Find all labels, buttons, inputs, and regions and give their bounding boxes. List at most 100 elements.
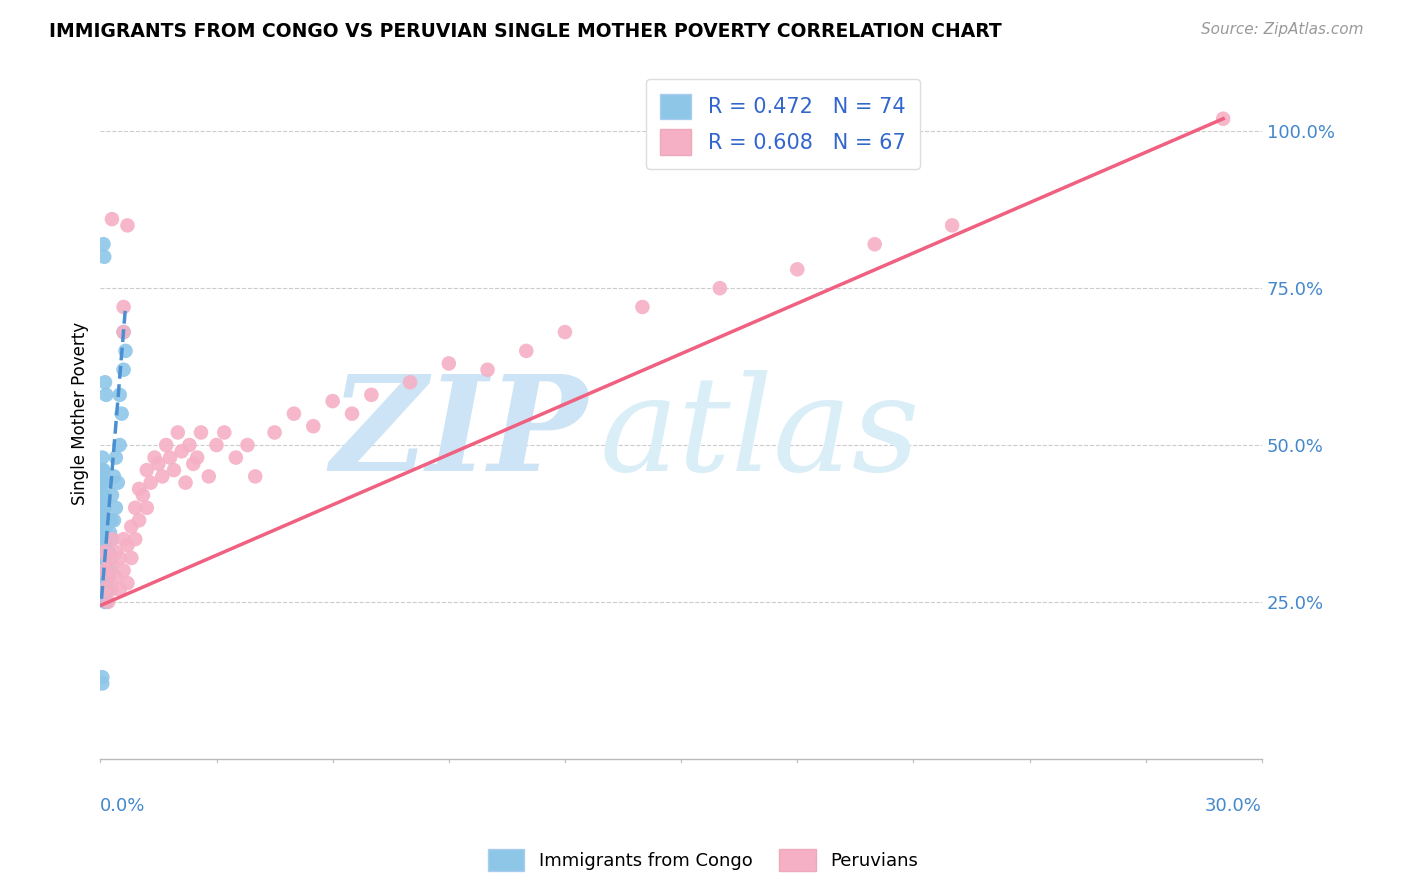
Point bbox=[91, 538, 114, 552]
Point bbox=[93, 538, 115, 552]
Point bbox=[554, 325, 576, 339]
Point bbox=[283, 407, 305, 421]
Point bbox=[148, 457, 170, 471]
Text: Source: ZipAtlas.com: Source: ZipAtlas.com bbox=[1201, 22, 1364, 37]
Point bbox=[97, 545, 120, 559]
Point bbox=[94, 532, 117, 546]
Text: IMMIGRANTS FROM CONGO VS PERUVIAN SINGLE MOTHER POVERTY CORRELATION CHART: IMMIGRANTS FROM CONGO VS PERUVIAN SINGLE… bbox=[49, 22, 1002, 41]
Text: 0.0%: 0.0% bbox=[100, 797, 146, 814]
Point bbox=[94, 519, 117, 533]
Point bbox=[93, 545, 115, 559]
Point bbox=[93, 576, 115, 591]
Point bbox=[93, 582, 115, 597]
Point bbox=[941, 219, 963, 233]
Legend: R = 0.472   N = 74, R = 0.608   N = 67: R = 0.472 N = 74, R = 0.608 N = 67 bbox=[645, 78, 921, 169]
Point bbox=[225, 450, 247, 465]
Point bbox=[112, 325, 135, 339]
Point bbox=[179, 438, 201, 452]
Point bbox=[96, 532, 118, 546]
Point bbox=[91, 463, 114, 477]
Point bbox=[143, 450, 166, 465]
Point bbox=[101, 558, 124, 572]
Point bbox=[101, 212, 124, 227]
Point bbox=[112, 532, 135, 546]
Point bbox=[108, 551, 131, 566]
Point bbox=[93, 525, 115, 540]
Point bbox=[108, 438, 131, 452]
Point bbox=[93, 513, 115, 527]
Point bbox=[174, 475, 197, 490]
Text: 30.0%: 30.0% bbox=[1205, 797, 1263, 814]
Point bbox=[100, 513, 122, 527]
Point bbox=[91, 488, 114, 502]
Point bbox=[103, 513, 125, 527]
Point bbox=[101, 488, 124, 502]
Point bbox=[477, 362, 499, 376]
Point bbox=[93, 237, 115, 252]
Point bbox=[104, 500, 127, 515]
Point bbox=[93, 463, 115, 477]
Point bbox=[166, 425, 188, 440]
Point bbox=[205, 438, 228, 452]
Point bbox=[709, 281, 731, 295]
Point bbox=[360, 388, 382, 402]
Point bbox=[139, 475, 162, 490]
Point bbox=[117, 576, 139, 591]
Point bbox=[93, 488, 115, 502]
Point bbox=[322, 394, 344, 409]
Text: atlas: atlas bbox=[600, 370, 921, 499]
Point bbox=[128, 513, 150, 527]
Point bbox=[117, 219, 139, 233]
Point bbox=[97, 570, 120, 584]
Point bbox=[181, 457, 204, 471]
Point bbox=[96, 388, 118, 402]
Point bbox=[114, 343, 136, 358]
Point bbox=[97, 551, 120, 566]
Point bbox=[91, 450, 114, 465]
Point bbox=[399, 376, 422, 390]
Point bbox=[100, 551, 122, 566]
Point bbox=[97, 551, 120, 566]
Point bbox=[94, 582, 117, 597]
Point bbox=[631, 300, 654, 314]
Point bbox=[91, 676, 114, 690]
Point bbox=[98, 525, 121, 540]
Point bbox=[96, 551, 118, 566]
Point bbox=[91, 564, 114, 578]
Point bbox=[93, 488, 115, 502]
Point bbox=[93, 500, 115, 515]
Point bbox=[190, 425, 212, 440]
Point bbox=[93, 538, 115, 552]
Point bbox=[101, 532, 124, 546]
Point bbox=[112, 300, 135, 314]
Point bbox=[437, 356, 460, 370]
Point bbox=[159, 450, 181, 465]
Point bbox=[155, 438, 177, 452]
Point bbox=[96, 564, 118, 578]
Point bbox=[124, 500, 146, 515]
Point bbox=[112, 362, 135, 376]
Y-axis label: Single Mother Poverty: Single Mother Poverty bbox=[72, 322, 89, 505]
Point bbox=[93, 551, 115, 566]
Point bbox=[128, 482, 150, 496]
Text: ZIP: ZIP bbox=[330, 370, 588, 499]
Point bbox=[197, 469, 219, 483]
Point bbox=[94, 570, 117, 584]
Point bbox=[104, 450, 127, 465]
Point bbox=[93, 250, 115, 264]
Point bbox=[101, 582, 124, 597]
Point bbox=[135, 500, 157, 515]
Point bbox=[245, 469, 267, 483]
Point bbox=[96, 570, 118, 584]
Point bbox=[112, 564, 135, 578]
Point bbox=[302, 419, 325, 434]
Point bbox=[94, 595, 117, 609]
Point bbox=[96, 595, 118, 609]
Point bbox=[132, 488, 155, 502]
Point bbox=[94, 545, 117, 559]
Point bbox=[97, 513, 120, 527]
Point bbox=[91, 475, 114, 490]
Point bbox=[93, 564, 115, 578]
Point bbox=[104, 570, 127, 584]
Point bbox=[863, 237, 886, 252]
